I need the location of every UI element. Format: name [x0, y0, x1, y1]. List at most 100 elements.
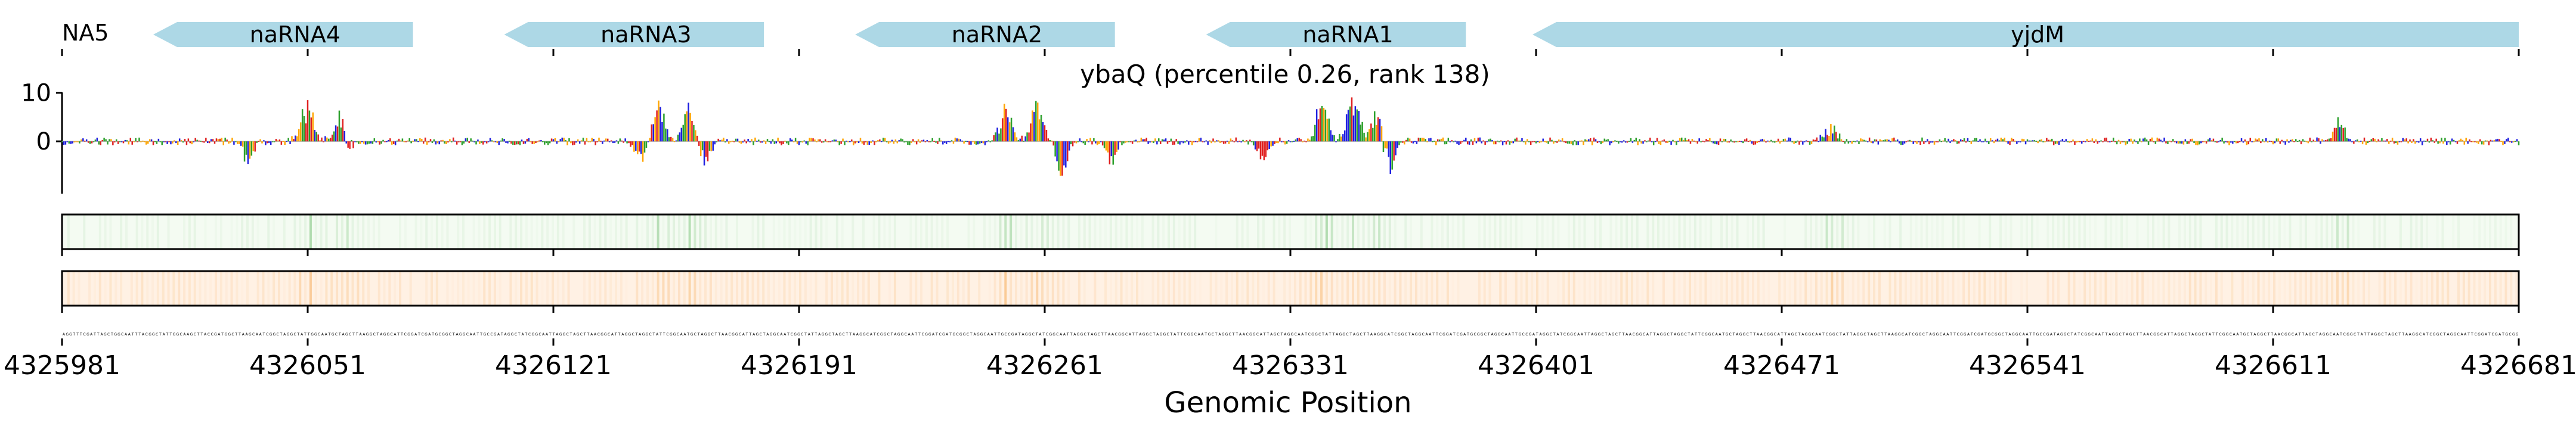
logo-mark — [371, 141, 374, 144]
sequence-base: T — [1649, 332, 1652, 337]
heatmap-cell — [2026, 271, 2029, 306]
logo-mark — [2119, 141, 2122, 144]
sequence-base: G — [2195, 332, 2198, 337]
logo-mark — [2305, 141, 2308, 142]
heatmap-cell — [1336, 214, 1339, 249]
sequence-base: G — [425, 332, 428, 337]
logo-mark — [177, 141, 179, 145]
heatmap-cell — [388, 271, 391, 306]
logo-mark — [1804, 141, 1806, 142]
logo-mark — [1561, 138, 1563, 142]
logo-mark — [2323, 140, 2325, 142]
logo-mark — [2253, 141, 2255, 142]
logo-mark — [1000, 128, 1002, 142]
heatmap-cell — [120, 214, 123, 249]
logo-mark — [1514, 138, 1516, 142]
heatmap-cell — [893, 271, 896, 306]
heatmap-cell — [704, 214, 707, 249]
heatmap-cell — [1967, 271, 1970, 306]
logo-mark — [2295, 139, 2297, 142]
logo-mark — [540, 140, 542, 142]
heatmap-cell — [462, 214, 465, 249]
heatmap-cell — [151, 214, 154, 249]
logo-mark — [1521, 138, 1523, 142]
heatmap-cell — [594, 214, 596, 249]
logo-mark — [2212, 138, 2215, 142]
sequence-base: T — [1153, 332, 1156, 337]
logo-mark — [187, 138, 190, 142]
sequence-base: G — [1052, 332, 1055, 337]
logo-y-axis: 100 — [21, 80, 2519, 194]
sequence-base: A — [363, 332, 366, 337]
heatmap-cell — [231, 214, 233, 249]
logo-mark — [696, 135, 698, 142]
logo-mark — [133, 141, 135, 142]
logo-mark — [475, 141, 477, 145]
logo-mark — [366, 141, 369, 145]
sequence-base: G — [2261, 332, 2264, 337]
logo-mark — [1763, 139, 1765, 142]
sequence-base: A — [1819, 332, 1822, 337]
sequence-base: G — [2178, 332, 2181, 337]
sequence-base: T — [2101, 332, 2104, 337]
heatmap-tracks — [61, 213, 2520, 313]
logo-mark — [812, 138, 814, 142]
logo-mark — [1445, 141, 1448, 145]
heatmap-cell — [651, 214, 654, 249]
logo-mark — [2207, 139, 2209, 142]
sequence-base: G — [2454, 332, 2457, 337]
logo-mark — [1795, 141, 1797, 144]
heatmap-cell — [467, 271, 470, 306]
logo-mark — [707, 141, 709, 161]
logo-mark — [2084, 141, 2086, 142]
sequence-base: G — [1160, 332, 1163, 337]
sequence-base: A — [2074, 332, 2077, 337]
logo-mark — [861, 141, 863, 144]
logo-mark — [2203, 141, 2206, 142]
logo-mark — [940, 140, 942, 142]
sequence-base: C — [1863, 332, 1866, 337]
sequence-base: A — [2423, 332, 2426, 337]
heatmap-cell — [673, 271, 676, 306]
sequence-base: C — [1046, 332, 1048, 337]
sequence-base: G — [311, 332, 314, 337]
logo-mark — [993, 135, 995, 142]
logo-mark — [2303, 141, 2306, 142]
sequence-base: G — [1874, 332, 1877, 337]
logo-mark — [893, 141, 895, 144]
sequence-base: T — [815, 332, 818, 337]
heatmap-cell — [135, 214, 138, 249]
sequence-base: T — [2053, 332, 2056, 337]
heatmap-cell — [1404, 214, 1407, 249]
logo-mark — [496, 141, 499, 144]
sequence-base: G — [214, 332, 217, 337]
heatmap-cell — [852, 271, 854, 306]
logo-mark — [2314, 141, 2316, 142]
logo-mark — [1684, 138, 1686, 142]
logo-mark — [2283, 141, 2284, 143]
logo-mark — [1741, 141, 1742, 142]
heatmap-cell — [1083, 214, 1086, 249]
logo-mark — [1068, 141, 1070, 151]
logo-mark — [373, 138, 376, 142]
heatmap-cell — [599, 271, 602, 306]
sequence-base: C — [335, 332, 338, 337]
sequence-base: G — [69, 332, 72, 337]
sequence-base: T — [1215, 332, 1218, 337]
heatmap-cell — [2383, 271, 2386, 306]
logo-mark — [1302, 141, 1304, 142]
logo-mark — [2237, 141, 2239, 144]
logo-mark — [1577, 141, 1579, 145]
heatmap-cell — [2404, 271, 2407, 306]
logo-mark — [1465, 138, 1467, 142]
logo-mark — [1825, 129, 1826, 142]
logo-mark — [466, 138, 469, 142]
logo-mark — [2277, 138, 2280, 142]
heatmap-cell — [1504, 214, 1507, 249]
heatmap-cell — [288, 271, 291, 306]
logo-mark — [1261, 141, 1264, 156]
sequence-base: T — [1953, 332, 1956, 337]
sequence-base: T — [745, 332, 748, 337]
heatmap-cell — [2104, 214, 2107, 249]
logo-mark — [898, 140, 900, 142]
